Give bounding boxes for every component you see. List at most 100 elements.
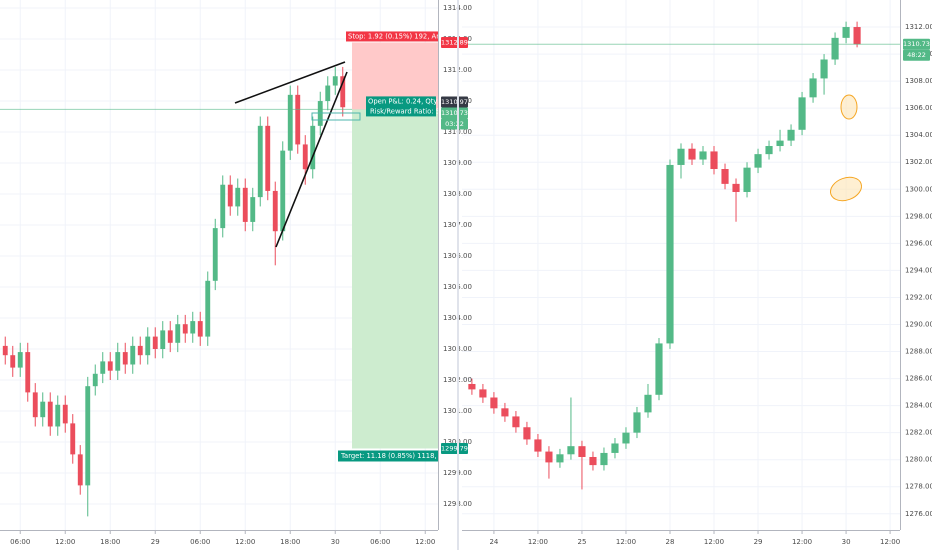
candle-body bbox=[175, 324, 181, 343]
candle-body bbox=[10, 355, 16, 368]
candle-body bbox=[182, 324, 188, 334]
pnl-label-box bbox=[366, 96, 436, 117]
countdown-box bbox=[903, 49, 930, 61]
candle-body bbox=[820, 59, 828, 79]
y-tick-label: 1312.00 bbox=[905, 23, 932, 31]
candle-body bbox=[589, 456, 597, 466]
candle-body bbox=[197, 321, 203, 337]
x-tick-label: 28 bbox=[666, 538, 675, 546]
candle-body bbox=[710, 151, 718, 170]
x-tick-label: 12:00 bbox=[880, 538, 900, 546]
candle-body bbox=[578, 446, 586, 457]
candle-body bbox=[167, 330, 173, 343]
last-price-label-box bbox=[903, 38, 930, 50]
candle-body bbox=[235, 187, 241, 207]
right-pane bbox=[462, 0, 900, 530]
x-tick-label: 18:00 bbox=[100, 538, 120, 546]
candle-body bbox=[17, 352, 23, 368]
trend-line bbox=[234, 61, 346, 104]
candle-body bbox=[115, 352, 121, 371]
trend-line bbox=[275, 71, 348, 248]
candle-body bbox=[765, 146, 773, 155]
candle-body bbox=[468, 383, 476, 390]
target-price-label: 1299.79 bbox=[441, 444, 468, 452]
pnl-label: Open P&L: 0.24, Qty: 130 bbox=[368, 97, 454, 105]
candle-body bbox=[295, 94, 301, 145]
candle-body bbox=[212, 228, 218, 281]
candle-body bbox=[666, 164, 674, 344]
candle-body bbox=[250, 197, 256, 222]
candle-body bbox=[2, 345, 8, 356]
x-tick-label: 06:00 bbox=[370, 538, 390, 546]
candle-body bbox=[100, 361, 106, 374]
candle-body bbox=[501, 408, 509, 417]
candle-body bbox=[325, 85, 331, 102]
candle-body bbox=[77, 454, 83, 486]
countdown: 03:22 bbox=[445, 120, 464, 128]
candle-body bbox=[523, 427, 531, 440]
candle-body bbox=[190, 321, 196, 334]
candle-body bbox=[62, 404, 68, 424]
candle-body bbox=[25, 352, 31, 393]
candle-body bbox=[332, 76, 338, 86]
y-tick-label: 1294.00 bbox=[905, 266, 932, 274]
candle-body bbox=[130, 345, 136, 365]
x-tick-label: 12:00 bbox=[792, 538, 812, 546]
candle-body bbox=[490, 397, 498, 409]
x-tick-label: 12:00 bbox=[704, 538, 724, 546]
candle-body bbox=[287, 94, 293, 151]
candle-body bbox=[70, 423, 76, 455]
candle-body bbox=[302, 144, 308, 170]
target-price-label-box bbox=[441, 442, 468, 454]
candle-body bbox=[622, 432, 630, 444]
candle-body bbox=[831, 37, 839, 60]
candle-body bbox=[600, 452, 608, 466]
y-tick-label: 1288.00 bbox=[905, 348, 932, 356]
y-tick-label: 1298.00 bbox=[905, 212, 932, 220]
candle-body bbox=[92, 373, 98, 387]
current-price-label-box bbox=[441, 96, 468, 108]
x-tick-label: 24 bbox=[489, 538, 498, 546]
x-tick-label: 30 bbox=[331, 538, 340, 546]
y-tick-label: 1276.00 bbox=[905, 510, 932, 518]
rr-label: Risk/Reward Ratio: 5.82 bbox=[370, 107, 451, 115]
drawings bbox=[234, 61, 862, 248]
candle-body bbox=[556, 454, 564, 463]
last-price-label: 1310.73 bbox=[441, 109, 468, 117]
stop-label-box bbox=[346, 31, 438, 42]
x-tick-label: 29 bbox=[151, 538, 160, 546]
y-tick-label: 1296.00 bbox=[905, 239, 932, 247]
candle-body bbox=[272, 190, 278, 232]
candle-body bbox=[32, 392, 38, 418]
last-price-label: 1310.73 bbox=[903, 40, 930, 48]
candle-body bbox=[227, 184, 233, 207]
candle-body bbox=[721, 169, 729, 184]
candle-body bbox=[55, 404, 61, 427]
target-label-box bbox=[338, 450, 438, 462]
candle-body bbox=[242, 187, 248, 222]
candle-body bbox=[340, 76, 346, 108]
candle-body bbox=[534, 439, 542, 452]
last-price-label-box bbox=[441, 107, 468, 119]
candle-body bbox=[611, 443, 619, 453]
x-tick-label: 18:00 bbox=[280, 538, 300, 546]
candle-body bbox=[122, 352, 128, 365]
y-tick-label: 1284.00 bbox=[905, 402, 932, 410]
candle-body bbox=[732, 183, 740, 192]
y-tick-label: 1292.00 bbox=[905, 293, 932, 301]
candle-body bbox=[655, 343, 663, 395]
x-tick-label: 29 bbox=[754, 538, 763, 546]
range-box bbox=[311, 112, 361, 121]
y-tick-label: 1278.00 bbox=[905, 483, 932, 491]
candle-body bbox=[512, 416, 520, 428]
candle-body bbox=[257, 125, 263, 198]
candle-body bbox=[160, 330, 166, 349]
left-pane: Stop: 1.92 (0.15%) 192, Amount: Open P&L:… bbox=[0, 0, 454, 530]
y-tick-label: 1290.00 bbox=[905, 320, 932, 328]
x-tick-label: 12:00 bbox=[616, 538, 636, 546]
candle-body bbox=[280, 150, 286, 232]
candle-body bbox=[47, 401, 53, 427]
candle-body bbox=[152, 336, 158, 349]
